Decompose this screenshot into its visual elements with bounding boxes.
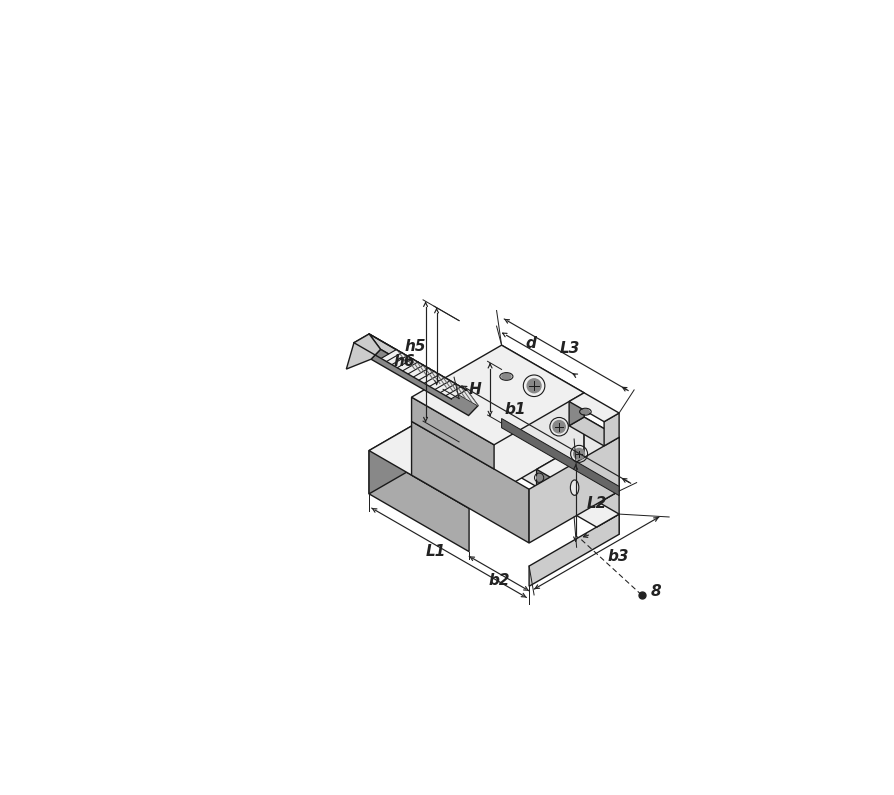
Text: L2: L2 — [586, 495, 607, 510]
Text: 8: 8 — [650, 584, 661, 599]
Polygon shape — [569, 393, 584, 426]
Polygon shape — [584, 417, 619, 491]
Polygon shape — [346, 334, 380, 369]
Polygon shape — [536, 479, 619, 527]
Polygon shape — [528, 437, 619, 543]
Polygon shape — [528, 514, 619, 586]
Text: h6: h6 — [392, 355, 414, 370]
Polygon shape — [536, 456, 559, 492]
Polygon shape — [368, 451, 468, 552]
Text: b1: b1 — [504, 402, 526, 417]
Polygon shape — [569, 393, 619, 421]
Circle shape — [527, 379, 540, 393]
Polygon shape — [559, 479, 619, 534]
Circle shape — [573, 448, 584, 460]
Text: b2: b2 — [488, 572, 510, 588]
Text: h5: h5 — [404, 339, 426, 354]
Polygon shape — [501, 418, 619, 495]
Polygon shape — [459, 398, 559, 499]
Polygon shape — [411, 421, 528, 543]
Text: L1: L1 — [426, 544, 446, 559]
Ellipse shape — [571, 482, 577, 494]
Polygon shape — [381, 350, 466, 399]
Polygon shape — [368, 398, 459, 494]
Polygon shape — [371, 349, 477, 416]
Ellipse shape — [581, 409, 588, 414]
Circle shape — [536, 475, 541, 480]
Polygon shape — [411, 398, 493, 469]
Polygon shape — [596, 491, 619, 527]
Polygon shape — [569, 417, 619, 446]
Polygon shape — [411, 345, 584, 444]
Polygon shape — [501, 345, 584, 471]
Text: b3: b3 — [607, 549, 628, 564]
Circle shape — [552, 421, 565, 432]
Text: L3: L3 — [560, 341, 580, 356]
Ellipse shape — [502, 374, 510, 379]
Polygon shape — [353, 334, 466, 399]
Polygon shape — [603, 413, 619, 446]
Polygon shape — [368, 398, 559, 508]
Text: d: d — [525, 336, 536, 351]
Polygon shape — [396, 350, 477, 405]
Text: H: H — [468, 382, 480, 398]
Polygon shape — [536, 456, 619, 504]
Polygon shape — [368, 334, 477, 405]
